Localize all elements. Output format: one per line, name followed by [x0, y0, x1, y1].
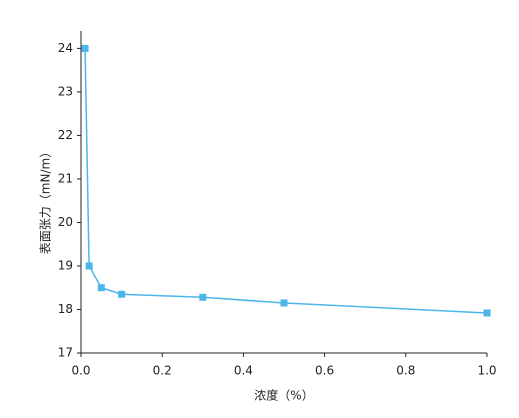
data-point: [280, 299, 288, 307]
x-axis-label: 浓度（%）: [254, 388, 313, 403]
data-point: [118, 290, 126, 298]
y-tick-label: 20: [58, 215, 73, 229]
y-tick-label: 19: [58, 258, 73, 272]
x-tick-label: 0.0: [71, 364, 90, 378]
y-axis-label: 表面张力（mN/m）: [39, 146, 53, 254]
data-line: [84, 48, 488, 314]
y-tick-label: 17: [58, 346, 73, 360]
data-point: [199, 293, 207, 301]
y-tick-label: 22: [58, 128, 73, 142]
y-tick-label: 24: [58, 41, 73, 55]
data-point: [85, 262, 93, 270]
x-tick-label: 1.0: [477, 364, 496, 378]
data-point: [97, 284, 105, 292]
y-tick-label: 21: [58, 171, 73, 185]
x-tick-label: 0.6: [315, 364, 334, 378]
x-tick-label: 0.4: [234, 364, 253, 378]
data-point: [81, 44, 89, 52]
data-point: [483, 309, 491, 317]
x-tick-label: 0.8: [396, 364, 415, 378]
x-tick-label: 0.2: [153, 364, 172, 378]
y-tick-label: 23: [58, 84, 73, 98]
y-tick-label: 18: [58, 302, 73, 316]
